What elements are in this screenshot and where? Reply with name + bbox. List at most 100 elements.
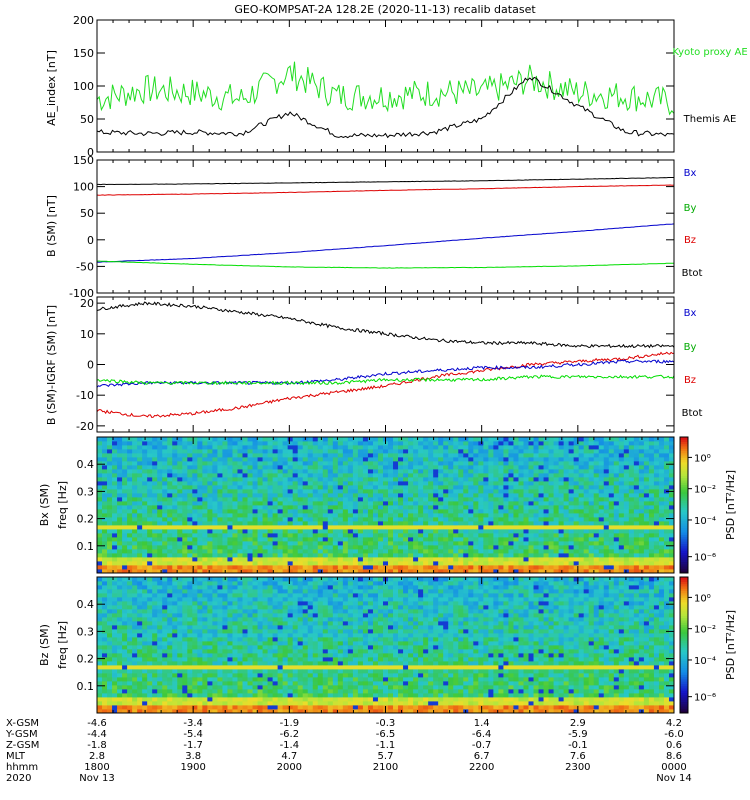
spectrogram-cell (267, 525, 274, 530)
spectrogram-cell (157, 593, 163, 598)
spectrogram-cell (157, 489, 163, 494)
spectrogram-cell (573, 485, 580, 490)
spectrogram-cell (428, 489, 434, 494)
spectrogram-cell (117, 525, 123, 530)
spectrogram-cell (357, 513, 364, 518)
spectrogram-cell (157, 669, 163, 674)
spectrogram-cell (377, 497, 384, 502)
spectrogram-cell (142, 669, 148, 674)
spectrogram-cell (513, 521, 519, 526)
spectrogram-cell (428, 569, 434, 574)
spectrogram-cell (272, 501, 279, 506)
spectrogram-cell (147, 453, 153, 458)
spectrogram-cell (332, 557, 339, 562)
spectrogram-cell (503, 553, 509, 558)
spectrogram-cell (317, 533, 324, 538)
spectrogram-cell (102, 581, 108, 586)
spectrogram-cell (257, 497, 263, 502)
spectrogram-cell (503, 461, 509, 466)
spectrogram-cell (498, 497, 504, 502)
spectrogram-cell (327, 561, 334, 566)
spectrogram-cell (367, 445, 374, 450)
spectrogram-cell (182, 505, 188, 510)
spectrogram-cell (638, 525, 645, 530)
colorbar-cell (680, 525, 688, 529)
spectrogram-cell (167, 521, 173, 526)
spectrogram-cell (157, 461, 163, 466)
spectrogram-cell (518, 565, 524, 570)
spectrogram-cell (418, 469, 424, 474)
spectrogram-cell (593, 537, 600, 542)
spectrogram-cell (498, 537, 504, 542)
spectrogram-cell (398, 537, 404, 542)
spectrogram-cell (287, 497, 294, 502)
spectrogram-cell (167, 501, 173, 506)
colorbar-cell (680, 539, 688, 542)
spectrogram-cell (232, 501, 238, 506)
spectrogram-cell (147, 517, 153, 522)
spectrogram-cell (142, 673, 148, 678)
spectrogram-cell (382, 469, 389, 474)
spectrogram-cell (403, 533, 409, 538)
spectrogram-cell (478, 553, 484, 558)
spectrogram-cell (563, 557, 570, 562)
spectrogram-cell (162, 509, 168, 514)
spectrogram-cell (277, 477, 284, 482)
spectrogram-cell (518, 469, 524, 474)
spectrogram-cell (117, 645, 123, 650)
spectrogram-cell (107, 601, 113, 606)
spectrogram-cell (252, 561, 258, 566)
spectrogram-cell (197, 513, 203, 518)
spectrogram-cell (583, 525, 590, 530)
spectrogram-cell (332, 529, 339, 534)
spectrogram-cell (533, 557, 539, 562)
bsm-legend-btot: Btot (682, 268, 703, 279)
spectrogram-cell (182, 593, 188, 598)
spectrogram-cell (177, 677, 183, 682)
spectrogram-cell (342, 489, 349, 494)
spectrogram-cell (212, 505, 218, 510)
spectrogram-cell (182, 569, 188, 574)
spectrogram-cell (543, 461, 549, 466)
spectrogram-cell (533, 513, 539, 518)
spectrogram-cell (247, 553, 253, 558)
spectrogram-cell (372, 525, 379, 530)
spectrogram-cell (207, 541, 213, 546)
spectrogram-cell (448, 521, 454, 526)
spectrogram-cell (97, 485, 103, 490)
spectrogram-cell (377, 553, 384, 558)
spectrogram-cell (568, 477, 575, 482)
spectrogram-cell (232, 481, 238, 486)
spectrogram-cell (122, 557, 128, 562)
spectrogram-cell (478, 489, 484, 494)
spectrogram-cell (262, 441, 268, 446)
spectrogram-cell (132, 677, 138, 682)
spectrogram-cell (312, 517, 319, 522)
spectrogram-cell (177, 541, 183, 546)
spectrogram-cell (132, 633, 138, 638)
spectrogram-cell (302, 557, 309, 562)
spectrogram-cell (292, 513, 299, 518)
spectrogram-cell (102, 509, 108, 514)
spectrogram-cell (453, 513, 459, 518)
spectrogram-cell (197, 525, 203, 530)
spectrogram-cell (663, 501, 670, 506)
spectrogram-cell (152, 685, 158, 690)
spectrogram-cell (608, 525, 615, 530)
spectrogram-cell (202, 453, 208, 458)
spectrogram-cell (172, 581, 178, 586)
spectrogram-cell (558, 457, 565, 462)
spectrogram-cell (463, 501, 469, 506)
spectrogram-cell (312, 497, 319, 502)
spectrogram-cell (227, 561, 233, 566)
spectrogram-cell (167, 621, 173, 626)
spectrogram-cell (418, 561, 424, 566)
spectrogram-cell (608, 485, 615, 490)
spectrogram-cell (212, 493, 218, 498)
spectrogram-cell (393, 533, 399, 538)
spectrogram-cell (372, 441, 379, 446)
spectrogram-cell (633, 569, 640, 574)
spectrogram-cell (423, 505, 429, 510)
spectrogram-cell (227, 529, 233, 534)
